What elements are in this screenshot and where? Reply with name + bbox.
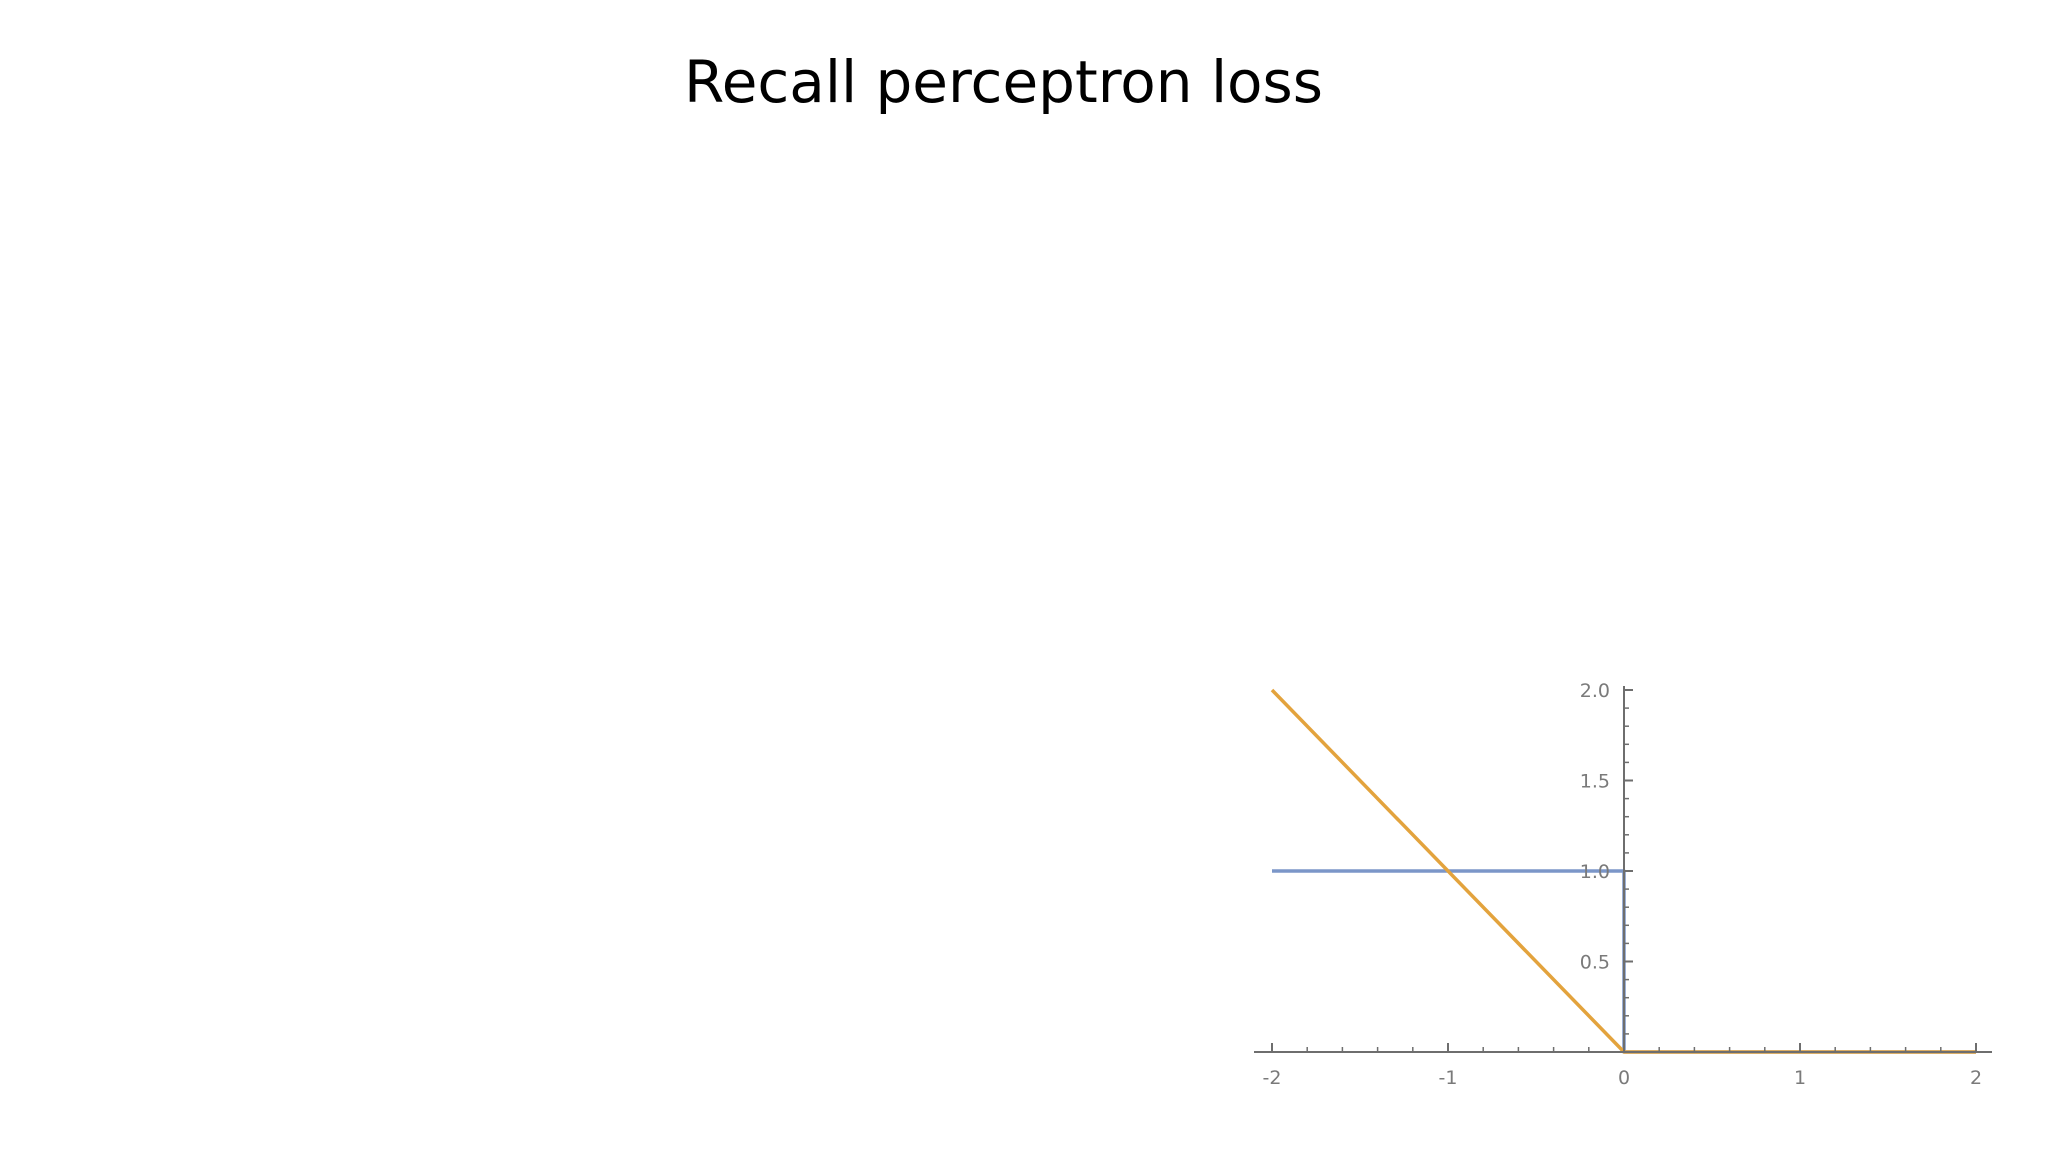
y-tick-label: 0.5 [1580,952,1610,974]
x-tick-label: -1 [1439,1067,1458,1089]
y-tick-label: 2.0 [1580,680,1610,702]
x-tick-label: 0 [1618,1067,1630,1089]
x-tick-label: 1 [1794,1067,1806,1089]
labels-layer: -2 -1 0 1 2 0.5 1.0 1.5 2.0 [1263,680,1983,1089]
y-tick-label: 1.5 [1580,771,1610,793]
x-tick-label: -2 [1263,1067,1282,1089]
axes-layer [1254,686,1992,1053]
slide-title: Recall perceptron loss [684,48,1323,116]
x-tick-label: 2 [1970,1067,1982,1089]
y-tick-label: 1.0 [1580,861,1610,883]
